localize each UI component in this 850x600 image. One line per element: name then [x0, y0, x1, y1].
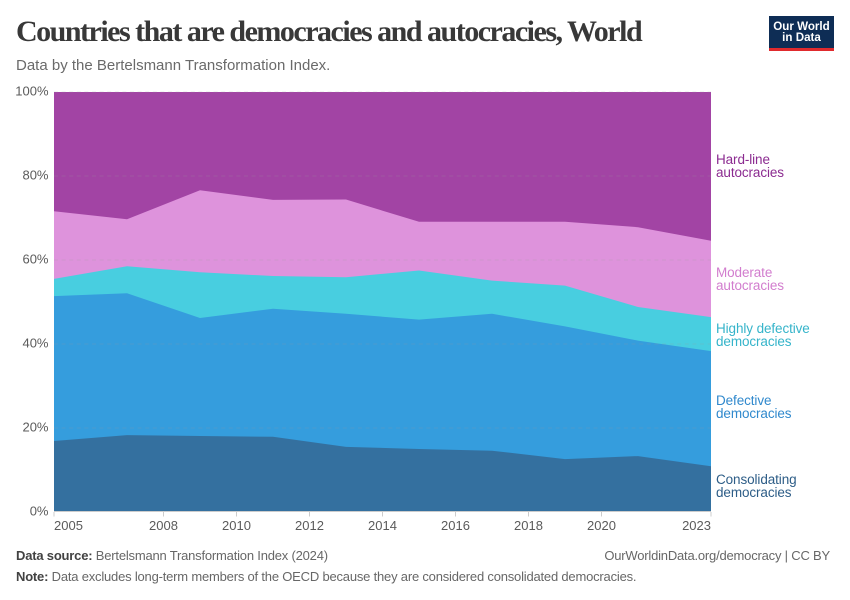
svg-text:2020: 2020	[587, 518, 616, 533]
svg-text:20%: 20%	[22, 420, 48, 435]
svg-text:100%: 100%	[15, 84, 49, 99]
svg-text:40%: 40%	[22, 336, 48, 351]
svg-text:2014: 2014	[368, 518, 397, 533]
svg-text:2012: 2012	[295, 518, 324, 533]
svg-text:2023: 2023	[682, 518, 711, 533]
svg-text:2008: 2008	[149, 518, 178, 533]
svg-text:2018: 2018	[514, 518, 543, 533]
svg-text:60%: 60%	[22, 252, 48, 267]
svg-text:2005: 2005	[54, 518, 83, 533]
svg-text:2016: 2016	[441, 518, 470, 533]
svg-text:2010: 2010	[222, 518, 251, 533]
svg-text:80%: 80%	[22, 168, 48, 183]
svg-text:0%: 0%	[30, 504, 49, 519]
